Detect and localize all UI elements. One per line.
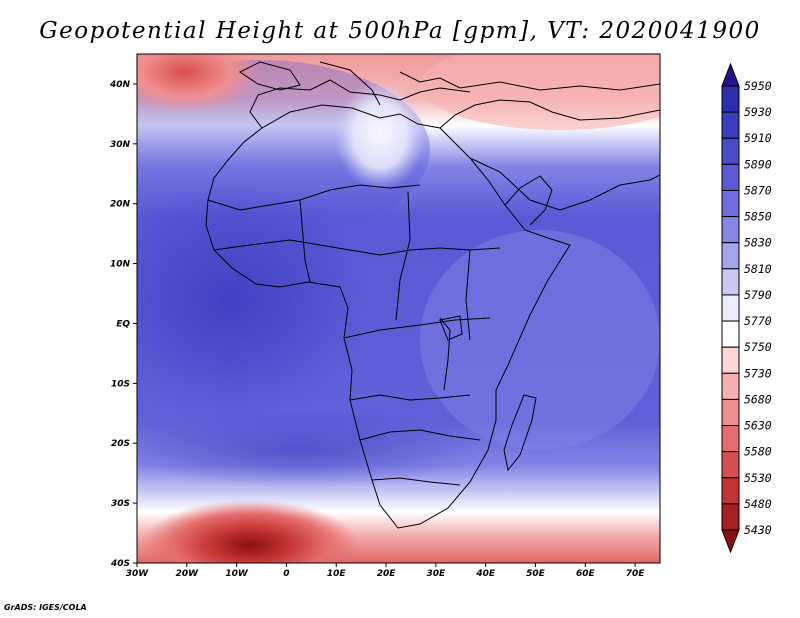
coastlines [205,61,660,529]
y-tick-label: 10N [110,260,131,270]
x-tick-label: 30W [126,569,150,579]
colorbar-swatch [721,268,740,296]
colorbar-swatch [721,242,740,270]
colorbar-label: 5790 [744,288,772,302]
y-tick-label: 40S [110,559,130,569]
colorbar-swatch [721,398,740,427]
y-tick-label: 40N [109,80,131,90]
colorbar-swatch [721,346,740,374]
colorbar-label: 5430 [744,523,772,537]
colorbar-swatch [721,189,740,218]
colorbar-label: 5580 [744,445,772,459]
x-tick-label: 10W [225,569,249,579]
colorbar-swatch [721,111,740,139]
map-title: Geopotential Height at 500hPa [gpm], VT:… [39,18,761,44]
y-tick-label: 20N [110,200,131,210]
colorbar-swatch [721,425,740,453]
colorbar-swatch [721,503,740,531]
colorbar-swatch [721,294,740,322]
plot-frame [136,53,661,564]
y-tick-label: EQ [116,319,130,329]
x-tick-label: 60E [576,569,596,579]
colorbar-label: 5810 [744,262,772,276]
colorbar-swatch [721,216,740,244]
colorbar-swatch [721,477,740,505]
colorbar-label: 5870 [744,183,772,197]
x-tick-label: 30E [427,569,447,579]
colorbar-label: 5630 [744,419,772,433]
colorbar-label: 5890 [744,157,772,171]
x-tick-label: 40E [475,569,496,579]
colorbar-label: 5950 [744,79,772,93]
colorbar-label: 5750 [744,340,772,354]
colorbar-label: 5680 [744,392,772,406]
colorbar-swatch [721,137,740,165]
colorbar-label: 5910 [744,131,772,145]
colorbar-label: 5530 [744,471,772,485]
y-tick-label: 30N [110,140,131,150]
colorbar-bottom-arrow [721,529,740,554]
x-tick-label: 70E [626,569,646,579]
colorbar-label: 5930 [744,105,772,119]
x-tick-label: 20E [377,569,397,579]
credit-label: GrADS: IGES/COLA [4,603,87,612]
colorbar-label: 5850 [744,210,772,224]
x-tick-label: 10E [327,569,347,579]
colorbar-top-arrow [721,62,740,87]
colorbar-label: 5770 [744,314,772,328]
colorbar-swatch [721,163,740,191]
height-field [137,54,660,563]
x-tick-label: 50E [526,569,546,579]
colorbar-label: 5830 [744,236,772,250]
colorbar: 5950 5930 5910 5890 5870 5850 5830 5810 5790 5770… [721,62,772,554]
colorbar-swatch [721,451,740,479]
y-tick-label: 30S [111,499,130,509]
colorbar-label: 5480 [744,497,772,511]
y-tick-label: 20S [111,439,130,449]
colorbar-label: 5730 [744,366,772,380]
y-tick-label: 10S [111,379,130,389]
colorbar-swatch [721,372,740,400]
y-axis: 40N 30N 20N 10N EQ 10S 20S 30S 40S [109,80,137,569]
x-axis: 30W 20W 10W 0 10E 20E 30E 40E 50E 60E 70E [126,563,646,579]
colorbar-swatch [721,85,740,113]
colorbar-swatch [721,320,740,348]
x-tick-label: 20W [176,569,200,579]
x-tick-label: 0 [283,569,289,579]
